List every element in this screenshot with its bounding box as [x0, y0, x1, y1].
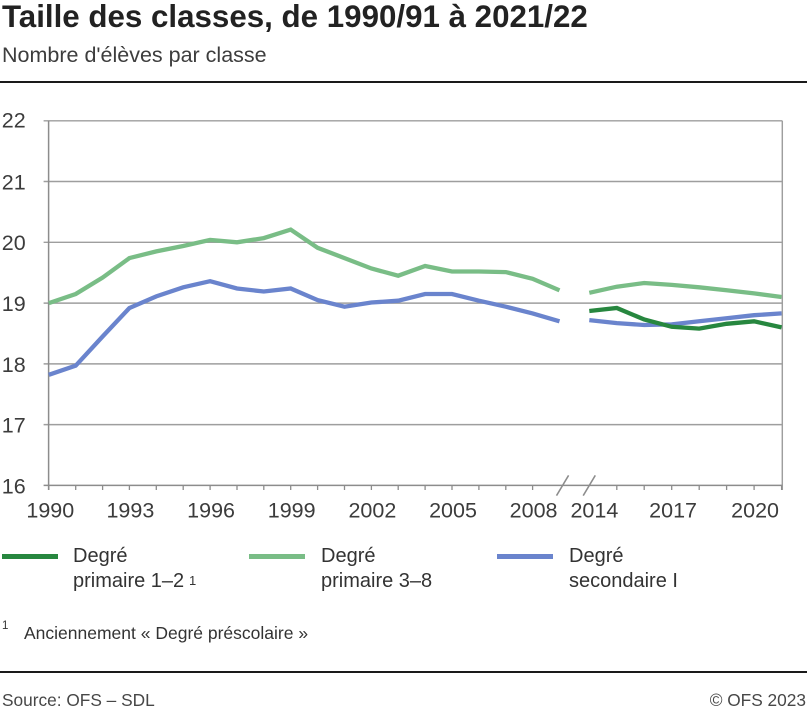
svg-text:19: 19	[2, 292, 26, 316]
svg-text:17: 17	[2, 414, 26, 438]
svg-text:2002: 2002	[348, 499, 396, 523]
svg-text:2005: 2005	[429, 499, 477, 523]
svg-text:2020: 2020	[731, 499, 779, 523]
svg-text:21: 21	[2, 170, 26, 194]
svg-text:16: 16	[2, 474, 26, 498]
svg-text:1999: 1999	[268, 499, 316, 523]
svg-text:22: 22	[2, 108, 26, 132]
svg-text:2014: 2014	[570, 499, 618, 523]
svg-text:1993: 1993	[106, 499, 154, 523]
svg-text:2008: 2008	[510, 499, 558, 523]
svg-text:20: 20	[2, 231, 26, 255]
svg-text:1990: 1990	[26, 499, 74, 523]
svg-text:18: 18	[2, 353, 26, 377]
svg-text:2017: 2017	[649, 499, 697, 523]
svg-text:1996: 1996	[187, 499, 235, 523]
